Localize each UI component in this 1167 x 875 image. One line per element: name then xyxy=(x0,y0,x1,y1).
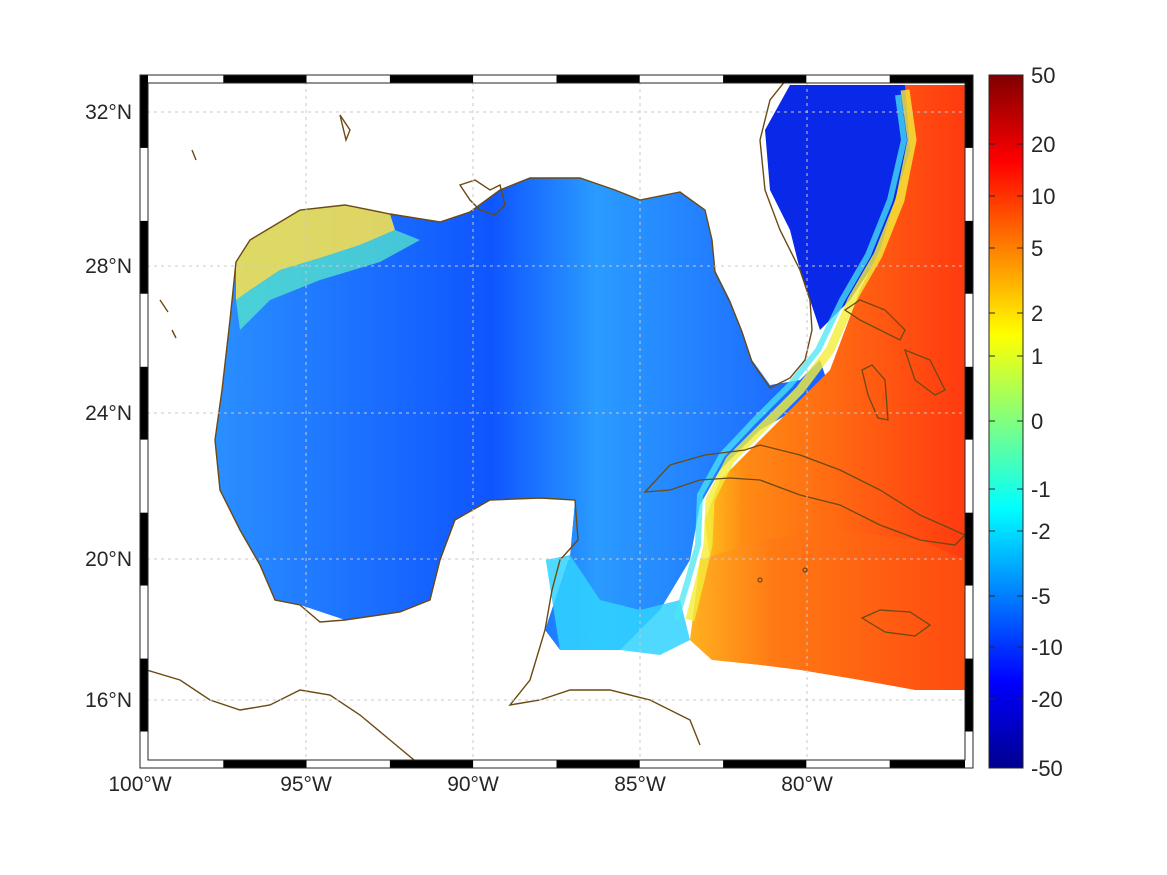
lat-label: 28°N xyxy=(85,255,132,278)
graticule xyxy=(140,75,973,768)
lat-label: 20°N xyxy=(85,548,132,571)
frame-segment xyxy=(473,75,557,83)
front-yellow xyxy=(685,89,917,622)
colorbar-label: -10 xyxy=(1031,635,1063,660)
frame-segment xyxy=(965,220,973,294)
frame-segment xyxy=(140,366,148,440)
yucatan-cyan xyxy=(545,555,690,655)
frame-right-bar xyxy=(965,75,973,768)
lon-label: 95°W xyxy=(280,773,332,796)
central-america-coast xyxy=(140,667,421,766)
lon-label: 80°W xyxy=(781,773,833,796)
cuba-land xyxy=(643,444,967,546)
map-frame xyxy=(139,74,974,769)
land-north xyxy=(140,75,973,768)
frame-bottom-bar xyxy=(140,760,973,768)
texas-shelf-warm xyxy=(236,205,395,300)
frame-segment xyxy=(965,731,973,768)
frame-segment xyxy=(556,75,640,83)
frame-segment xyxy=(140,220,148,294)
frame-segment xyxy=(140,439,148,513)
frame-segment xyxy=(389,75,474,83)
lat-label: 24°N xyxy=(85,402,132,425)
frame-segment xyxy=(806,760,890,768)
frame-segment xyxy=(473,760,557,768)
gulf-coastline xyxy=(214,75,813,746)
caribbean-warm xyxy=(690,530,965,690)
colorbar-ticks xyxy=(989,74,1023,769)
frame-segment xyxy=(140,731,148,768)
frame-segment xyxy=(965,366,973,440)
colorbar-label: -20 xyxy=(1031,687,1063,712)
jamaica-land xyxy=(860,609,932,637)
frame-segment xyxy=(223,75,307,83)
frame-left-bar xyxy=(140,75,148,768)
lon-label: 90°W xyxy=(447,773,499,796)
frame-segment xyxy=(639,760,724,768)
frame-segment xyxy=(965,293,973,367)
frame-segment xyxy=(965,439,973,513)
colorbar-label: 1 xyxy=(1031,344,1043,369)
frame-segment xyxy=(223,760,307,768)
lat-label: 16°N xyxy=(85,689,132,712)
latitude-labels: 32°N 28°N 24°N 20°N 16°N xyxy=(85,101,132,712)
colorbar-label: 2 xyxy=(1031,301,1043,326)
frame-segment xyxy=(140,147,148,221)
frame-segment xyxy=(723,75,807,83)
lat-label: 32°N xyxy=(85,101,132,124)
colorbar-label: 20 xyxy=(1031,132,1055,157)
colorbar-label: -2 xyxy=(1031,519,1051,544)
frame-segment xyxy=(140,75,224,83)
colorbar-label: 10 xyxy=(1031,184,1055,209)
colorbar-label: 0 xyxy=(1031,409,1043,434)
texas-shelf-cyan xyxy=(236,230,420,330)
frame-segment xyxy=(140,760,224,768)
atlantic-blue xyxy=(765,85,915,330)
frame-segment xyxy=(965,147,973,221)
frame-segment xyxy=(306,75,390,83)
frame-segment xyxy=(140,75,148,148)
bahamas-land xyxy=(843,299,946,421)
frame-segment xyxy=(556,760,640,768)
colorbar-label: -50 xyxy=(1031,756,1063,781)
lon-label: 100°W xyxy=(108,773,171,796)
land-layer xyxy=(140,75,973,768)
small-islands-west xyxy=(159,114,351,339)
frame-segment xyxy=(140,585,148,659)
colorbar-label: 5 xyxy=(1031,236,1043,261)
frame-segment xyxy=(639,75,724,83)
frame-segment xyxy=(723,760,807,768)
data-field-layer xyxy=(215,85,965,690)
lon-label: 85°W xyxy=(614,773,666,796)
frame-segment xyxy=(965,75,973,148)
frame-segment xyxy=(389,760,474,768)
frame-segment xyxy=(965,585,973,659)
frame-segment xyxy=(889,75,973,83)
gulf-field xyxy=(215,178,830,650)
colorbar-label: -1 xyxy=(1031,477,1051,502)
frame-segment xyxy=(889,760,973,768)
colorbar: 50 20 10 5 2 1 0 -1 -2 -5 -10 -20 -50 xyxy=(988,63,1063,781)
frame-segment xyxy=(965,512,973,586)
frame-segment xyxy=(140,658,148,732)
colorbar-label: -5 xyxy=(1031,584,1051,609)
frame-segment xyxy=(306,760,390,768)
colorbar-label: 50 xyxy=(1031,63,1055,88)
frame-segment xyxy=(140,512,148,586)
frame-top-bar xyxy=(140,75,973,83)
frame-segment xyxy=(140,293,148,367)
frame-segment xyxy=(965,658,973,732)
longitude-labels: 100°W 95°W 90°W 85°W 80°W xyxy=(108,773,833,796)
front-cyan xyxy=(673,94,908,621)
frame-segment xyxy=(806,75,890,83)
